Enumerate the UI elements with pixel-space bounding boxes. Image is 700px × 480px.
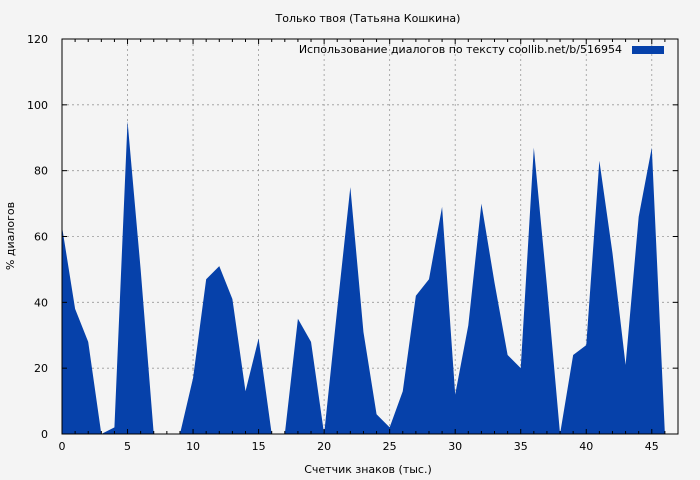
legend-label: Использование диалогов по тексту coollib… — [299, 43, 622, 56]
x-tick-label: 20 — [317, 440, 331, 453]
x-tick-label: 45 — [645, 440, 659, 453]
chart-title: Только твоя (Татьяна Кошкина) — [275, 12, 461, 25]
x-tick-label: 15 — [252, 440, 266, 453]
y-axis-label: % диалогов — [4, 202, 17, 270]
legend: Использование диалогов по тексту coollib… — [299, 43, 664, 56]
y-tick-label: 100 — [27, 99, 48, 112]
series-area — [62, 121, 665, 435]
y-tick-label: 60 — [34, 231, 48, 244]
legend-swatch — [632, 46, 664, 54]
x-tick-label: 0 — [59, 440, 66, 453]
x-tick-label: 25 — [383, 440, 397, 453]
x-tick-label: 30 — [448, 440, 462, 453]
y-axis-ticks: 0 20 40 60 80 100 120 — [27, 33, 678, 441]
y-tick-label: 0 — [41, 428, 48, 441]
y-tick-label: 80 — [34, 165, 48, 178]
y-tick-label: 20 — [34, 362, 48, 375]
x-tick-label: 5 — [124, 440, 131, 453]
x-tick-label: 35 — [514, 440, 528, 453]
y-tick-label: 40 — [34, 296, 48, 309]
y-tick-label: 120 — [27, 33, 48, 46]
x-axis-ticks: 0 5 10 15 20 25 30 35 40 45 — [59, 39, 679, 453]
x-tick-label: 10 — [186, 440, 200, 453]
x-axis-label: Счетчик знаков (тыс.) — [304, 463, 432, 476]
x-tick-label: 40 — [579, 440, 593, 453]
